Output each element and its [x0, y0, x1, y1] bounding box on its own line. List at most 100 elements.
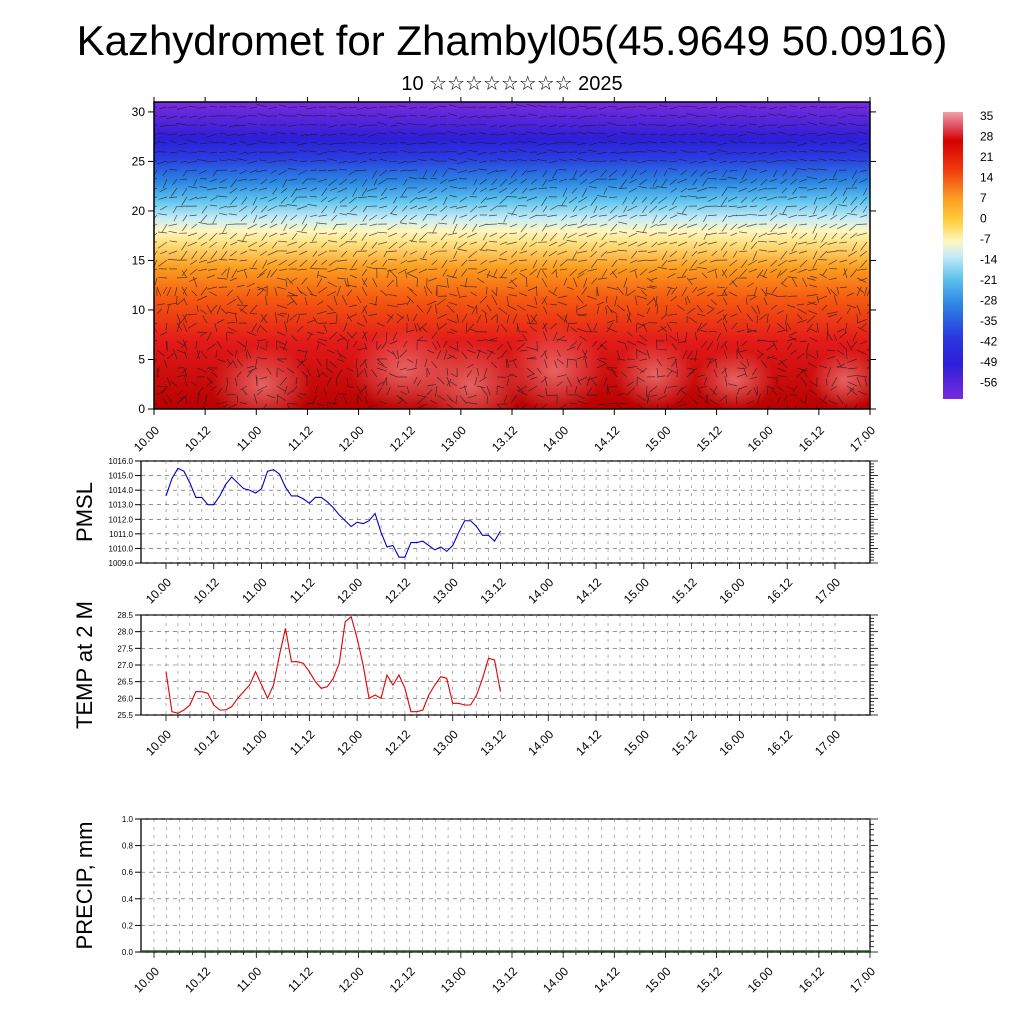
wind-vector [839, 342, 848, 351]
colorbar-label: -7 [980, 232, 991, 246]
wind-vector [486, 115, 498, 118]
y-tick-label: 28.5 [117, 611, 133, 620]
wind-vector [426, 286, 433, 294]
wind-vector [807, 121, 818, 126]
wind-vector [227, 158, 238, 162]
wind-vector [709, 399, 718, 405]
wind-vector [636, 231, 648, 234]
wind-vector [717, 142, 728, 146]
y-tick-label: 27.5 [117, 644, 133, 653]
wind-vector [730, 223, 738, 231]
wind-vector [256, 289, 264, 297]
wind-vector [206, 133, 218, 138]
wind-vector [270, 133, 278, 136]
wind-vector [268, 196, 278, 202]
wind-vector [361, 241, 368, 251]
wind-vector [587, 268, 598, 272]
wind-vector [546, 149, 558, 153]
wind-vector [646, 307, 651, 315]
wind-vector [386, 313, 393, 319]
wind-vector [596, 403, 607, 406]
x-tick-label: 10.12 [182, 964, 213, 995]
wind-vector [779, 150, 788, 153]
wind-vector [838, 115, 848, 119]
wind-vector [851, 241, 858, 252]
wind-vector [430, 241, 438, 248]
heatmap-y-tick-label: 30 [132, 105, 146, 119]
wind-vector [253, 214, 258, 224]
wind-vector [576, 272, 585, 279]
wind-vector [518, 115, 528, 118]
wind-vector [316, 340, 327, 347]
heatmap-x-tick-label: 10.12 [182, 423, 213, 454]
wind-vector [566, 324, 569, 333]
wind-vector [500, 323, 508, 333]
wind-vector [176, 313, 182, 324]
wind-vector [818, 178, 828, 184]
wind-vector [681, 205, 688, 215]
wind-vector [806, 323, 813, 333]
colorbar-label: -49 [980, 355, 998, 369]
wind-vector [256, 342, 260, 351]
wind-vector [299, 149, 308, 153]
wind-vector [776, 295, 788, 298]
wind-vector [623, 205, 628, 213]
wind-vector [259, 347, 268, 351]
wind-vector [459, 395, 468, 405]
wind-vector [184, 367, 188, 378]
wind-vector [236, 295, 243, 305]
wind-vector [796, 168, 808, 171]
wind-vector [481, 309, 488, 315]
wind-vector [570, 214, 578, 218]
wind-vector [520, 268, 528, 272]
wind-vector [556, 338, 568, 342]
wind-vector [352, 250, 358, 257]
wind-vector [332, 223, 338, 230]
wind-vector [553, 286, 558, 295]
wind-vector [791, 241, 798, 252]
wind-vector [285, 278, 288, 288]
x-tick-label: 14.12 [573, 575, 604, 606]
wind-vector [306, 333, 312, 342]
colorbar-label: 0 [980, 212, 987, 226]
wind-vector [562, 187, 568, 198]
wind-vector [626, 313, 632, 323]
wind-vector [326, 367, 334, 374]
wind-vector [469, 196, 478, 198]
wind-vector [320, 133, 328, 137]
wind-vector [709, 387, 718, 396]
wind-vector [160, 331, 168, 336]
wind-vector [377, 231, 388, 234]
wind-vector [688, 277, 698, 281]
wind-vector [506, 377, 510, 387]
wind-vector [480, 196, 488, 204]
wind-vector [684, 297, 688, 306]
wind-vector [456, 160, 468, 165]
wind-vector [214, 322, 218, 333]
wind-vector [298, 250, 308, 256]
wind-vector [516, 389, 528, 396]
wind-vector [839, 214, 848, 221]
wind-vector [606, 322, 614, 333]
x-tick-label: 12.00 [334, 727, 365, 758]
wind-vector [656, 223, 668, 226]
wind-vector [281, 214, 288, 225]
wind-vector [796, 352, 805, 360]
wind-vector [728, 383, 738, 387]
wind-vector [249, 106, 258, 109]
wind-vector [410, 232, 418, 243]
wind-vector [306, 367, 311, 376]
wind-vector [637, 141, 648, 144]
wind-vector [568, 196, 578, 204]
wind-vector [769, 178, 778, 182]
wind-vector [406, 160, 418, 163]
wind-vector [168, 196, 178, 198]
wind-vector [527, 357, 538, 360]
wind-vector [768, 240, 778, 243]
wind-vector [337, 259, 348, 262]
wind-vector [569, 115, 578, 118]
wind-vector [541, 196, 548, 206]
wind-vector [276, 331, 286, 336]
wind-vector [666, 356, 676, 360]
wind-vector [749, 376, 758, 380]
